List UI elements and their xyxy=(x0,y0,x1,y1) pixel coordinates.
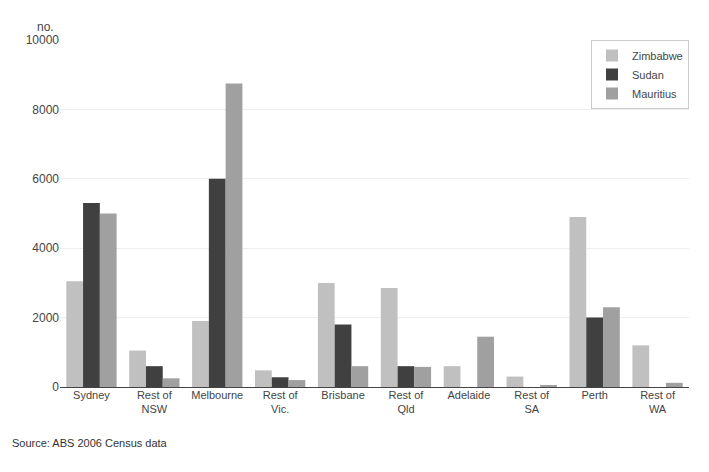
svg-text:4000: 4000 xyxy=(32,241,59,255)
svg-text:Adelaide: Adelaide xyxy=(447,389,490,401)
svg-text:no.: no. xyxy=(37,20,54,34)
svg-text:Rest ofQld: Rest ofQld xyxy=(389,389,425,415)
svg-text:0: 0 xyxy=(52,380,59,394)
svg-text:Sudan: Sudan xyxy=(632,69,664,81)
svg-text:Rest ofNSW: Rest ofNSW xyxy=(137,389,173,415)
svg-text:Zimbabwe: Zimbabwe xyxy=(632,50,683,62)
svg-text:Sydney: Sydney xyxy=(73,389,110,401)
svg-text:Rest ofVic.: Rest ofVic. xyxy=(263,389,299,415)
svg-text:Mauritius: Mauritius xyxy=(632,88,677,100)
svg-text:Melbourne: Melbourne xyxy=(191,389,243,401)
svg-text:2000: 2000 xyxy=(32,311,59,325)
svg-text:Rest ofWA: Rest ofWA xyxy=(640,389,676,415)
svg-text:8000: 8000 xyxy=(32,103,59,117)
svg-text:6000: 6000 xyxy=(32,172,59,186)
svg-text:Source: ABS 2006 Census data: Source: ABS 2006 Census data xyxy=(12,437,168,449)
svg-text:Rest ofSA: Rest ofSA xyxy=(514,389,550,415)
svg-text:10000: 10000 xyxy=(26,33,60,47)
svg-text:Brisbane: Brisbane xyxy=(321,389,364,401)
svg-text:Perth: Perth xyxy=(582,389,608,401)
